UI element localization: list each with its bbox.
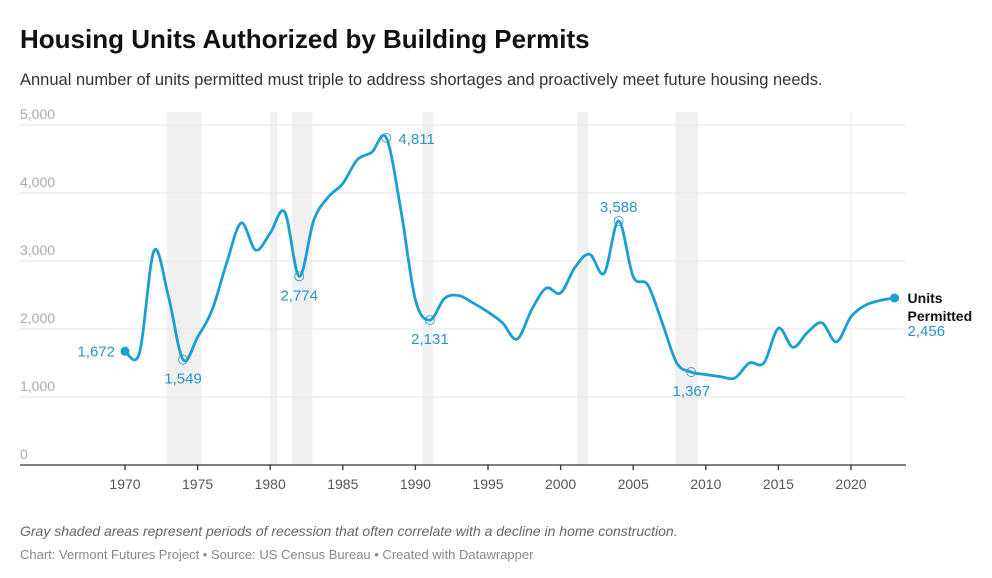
recession-band [167, 112, 202, 465]
y-tick-label: 1,000 [20, 378, 55, 394]
recession-band [577, 112, 589, 465]
y-tick-label: 0 [20, 446, 28, 462]
data-point [120, 346, 130, 356]
y-tick-label: 5,000 [20, 106, 55, 122]
series-label: Units [908, 290, 943, 306]
data-point [613, 216, 624, 226]
series-line-units-permitted [124, 134, 895, 381]
chart-note: Gray shaded areas represent periods of r… [20, 523, 678, 539]
data-label: 4,811 [398, 131, 434, 148]
data-point [381, 132, 392, 143]
series-label: Permitted [908, 308, 973, 324]
data-point [425, 315, 435, 325]
chart-title: Housing Units Authorized by Building Per… [20, 24, 590, 54]
y-tick-label: 2,000 [20, 310, 55, 326]
data-point [294, 271, 305, 282]
recession-band [270, 112, 278, 465]
data-label: 2,456 [908, 323, 946, 340]
recession-band [291, 112, 313, 465]
x-tick-label: 1990 [400, 476, 431, 492]
x-tick-label: 2000 [545, 476, 576, 492]
data-label: 3,588 [600, 199, 638, 216]
chart-credits: Chart: Vermont Futures Project • Source:… [20, 547, 534, 562]
x-tick-label: 2010 [690, 476, 721, 492]
data-point [890, 293, 900, 303]
recession-band [422, 112, 433, 465]
x-tick-label: 1995 [472, 476, 503, 492]
data-label: 1,549 [164, 371, 202, 388]
x-tick-label: 2005 [618, 476, 649, 492]
data-label: 1,672 [77, 343, 115, 360]
x-tick-label: 2020 [835, 476, 866, 492]
x-tick-label: 1980 [255, 476, 286, 492]
x-tick-label: 2015 [763, 476, 794, 492]
x-tick-label: 1970 [109, 476, 140, 492]
recession-band [675, 112, 698, 465]
x-tick-label: 1975 [182, 476, 213, 492]
data-label: 1,367 [673, 383, 711, 400]
data-label: 2,131 [411, 331, 449, 348]
x-tick-label: 1985 [327, 476, 358, 492]
data-point [178, 354, 188, 365]
y-tick-label: 4,000 [20, 174, 55, 190]
chart-subtitle: Annual number of units permitted must tr… [20, 71, 823, 89]
data-label: 2,774 [280, 287, 318, 304]
y-tick-label: 3,000 [20, 242, 55, 258]
data-point [686, 367, 697, 377]
